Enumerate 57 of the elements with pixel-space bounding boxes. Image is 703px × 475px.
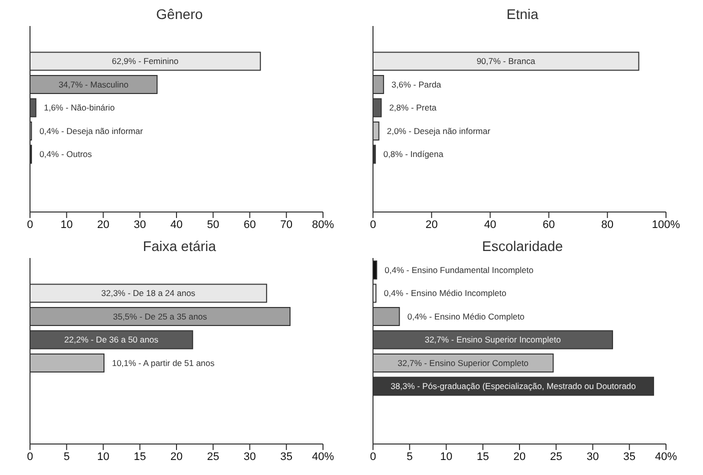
- x-tick-label: 80%: [312, 218, 334, 231]
- y-tick-label: 22,2% - De 36 a 50 anos: [64, 334, 158, 345]
- x-tick-label: 0: [370, 218, 376, 231]
- x-tick-label: 80: [601, 218, 614, 231]
- y-tick-label: 0,4% - Ensino Médio Incompleto: [384, 288, 507, 298]
- y-tick-label: 3,6% - Parda: [392, 79, 442, 90]
- chart-title: Escolaridade: [481, 237, 564, 256]
- x-tick-label: 40: [170, 218, 183, 231]
- x-tick-label: 30: [134, 218, 146, 231]
- x-tick-label: 10: [440, 450, 452, 463]
- y-tick-label: 2,0% - Deseja não informar: [386, 126, 490, 136]
- chart-title: Gênero: [155, 5, 204, 24]
- x-tick-label: 40%: [312, 450, 334, 463]
- y-tick-label: 0,4% - Deseja não informar: [39, 126, 144, 136]
- y-tick-label: 0,8% - Indígena: [383, 149, 444, 160]
- y-tick-label: 1,6% - Não-binário: [44, 102, 115, 113]
- x-tick-label: 50: [207, 218, 220, 231]
- x-tick-label: 5: [406, 450, 413, 463]
- x-tick-label: 5: [64, 450, 70, 463]
- y-tick-label: 0,4% - Ensino Médio Completo: [407, 311, 525, 322]
- y-tick-label: 35,5% - De 25 a 35 anos: [112, 311, 208, 322]
- y-tick-label: 34,7% - Masculino: [58, 79, 129, 90]
- x-tick-label: 60: [542, 218, 555, 231]
- x-tick-label: 30: [244, 450, 256, 463]
- x-tick-label: 15: [134, 450, 146, 463]
- x-tick-label: 10: [97, 450, 110, 463]
- y-tick-label: 32,3% - De 18 a 24 anos: [101, 288, 196, 298]
- y-tick-label: 38,3% - Pós-graduação (Especialização, Mestrado ou Doutorado: [390, 381, 636, 392]
- x-tick-label: 20: [513, 450, 526, 463]
- x-tick-label: 70: [280, 218, 292, 231]
- y-tick-label: 90,7% - Branca: [476, 56, 536, 66]
- x-tick-label: 15: [476, 450, 489, 463]
- x-tick-label: 40: [484, 218, 496, 231]
- x-tick-label: 20: [425, 218, 438, 231]
- x-tick-label: 25: [207, 450, 220, 463]
- x-tick-label: 60: [244, 218, 256, 231]
- y-tick-label: 2,8% - Preta: [389, 102, 437, 113]
- x-tick-label: 0: [370, 450, 376, 463]
- y-tick-label: 0,4% - Outros: [39, 149, 92, 160]
- x-tick-label: 40%: [654, 450, 678, 463]
- y-tick-label: 62,9% - Feminino: [112, 56, 179, 66]
- x-tick-label: 100%: [652, 218, 680, 231]
- x-tick-label: 35: [623, 450, 636, 463]
- x-tick-label: 20: [170, 450, 183, 463]
- y-tick-label: 32,7% - Ensino Superior Incompleto: [424, 334, 562, 345]
- x-tick-label: 0: [26, 218, 34, 231]
- x-tick-label: 25: [550, 450, 562, 463]
- x-tick-label: 10: [60, 218, 73, 231]
- chart-title: Faixa etária: [142, 237, 218, 256]
- x-tick-label: 30: [586, 450, 599, 463]
- y-tick-label: 10,1% - A partir de 51 anos: [112, 358, 215, 368]
- x-tick-label: 35: [280, 450, 292, 463]
- chart-title: Etnia: [506, 5, 540, 24]
- y-tick-label: 32,7% - Ensino Superior Completo: [398, 358, 529, 368]
- x-tick-label: 0: [26, 450, 34, 463]
- x-tick-label: 20: [97, 218, 110, 231]
- y-tick-label: 0,4% - Ensino Fundamental Incompleto: [384, 264, 534, 275]
